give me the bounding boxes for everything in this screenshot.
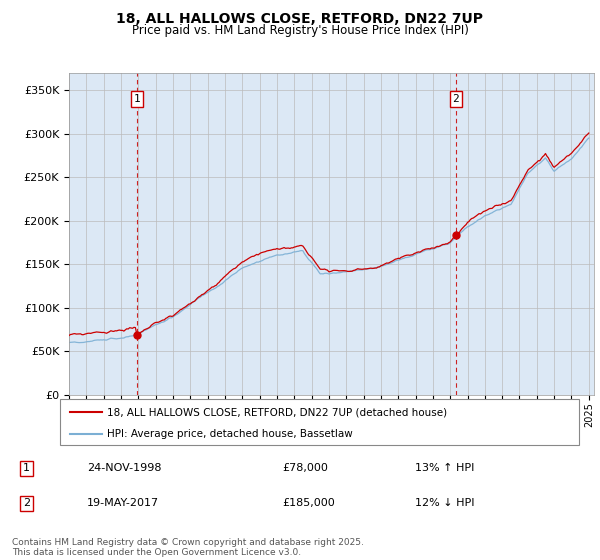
Text: £78,000: £78,000	[283, 463, 329, 473]
Text: 2: 2	[452, 94, 460, 104]
Text: HPI: Average price, detached house, Bassetlaw: HPI: Average price, detached house, Bass…	[107, 429, 352, 438]
Text: 12% ↓ HPI: 12% ↓ HPI	[415, 498, 475, 508]
Text: 1: 1	[133, 94, 140, 104]
Text: £185,000: £185,000	[283, 498, 335, 508]
Text: 18, ALL HALLOWS CLOSE, RETFORD, DN22 7UP (detached house): 18, ALL HALLOWS CLOSE, RETFORD, DN22 7UP…	[107, 407, 447, 417]
Text: Price paid vs. HM Land Registry's House Price Index (HPI): Price paid vs. HM Land Registry's House …	[131, 24, 469, 36]
Text: 13% ↑ HPI: 13% ↑ HPI	[415, 463, 475, 473]
Text: 2: 2	[23, 498, 30, 508]
Text: 18, ALL HALLOWS CLOSE, RETFORD, DN22 7UP: 18, ALL HALLOWS CLOSE, RETFORD, DN22 7UP	[116, 12, 484, 26]
Text: 19-MAY-2017: 19-MAY-2017	[87, 498, 159, 508]
Text: 24-NOV-1998: 24-NOV-1998	[87, 463, 161, 473]
Text: Contains HM Land Registry data © Crown copyright and database right 2025.
This d: Contains HM Land Registry data © Crown c…	[12, 538, 364, 557]
Text: 1: 1	[23, 463, 30, 473]
